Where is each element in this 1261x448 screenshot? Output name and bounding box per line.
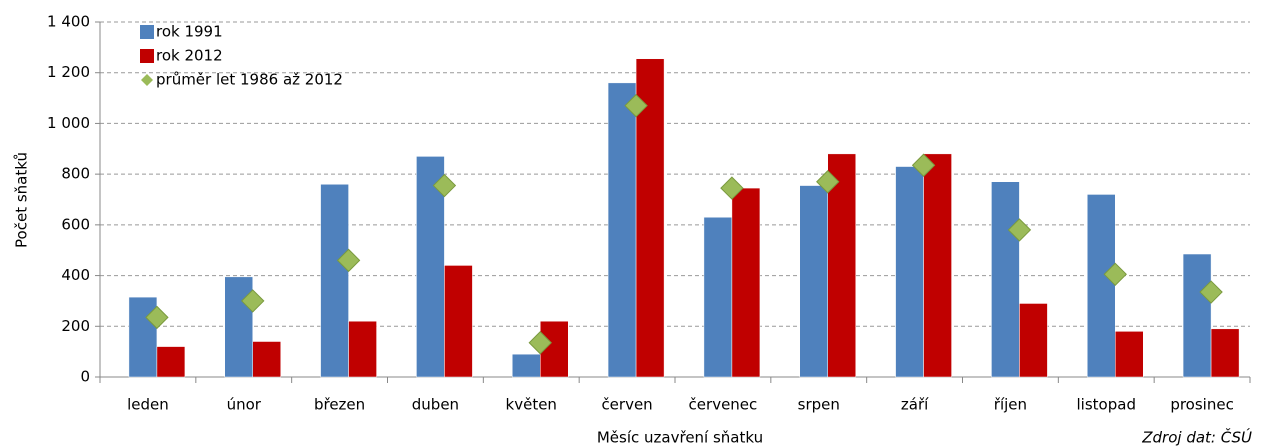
x-tick-label: prosinec bbox=[1170, 396, 1234, 414]
bar bbox=[416, 156, 445, 378]
y-tick-label: 1 000 bbox=[47, 114, 90, 132]
legend-label: průměr let 1986 až 2012 bbox=[156, 71, 343, 89]
bar bbox=[320, 184, 349, 378]
diamond-marker bbox=[145, 305, 169, 330]
bar bbox=[827, 153, 856, 378]
bar bbox=[128, 296, 158, 378]
source-note: Zdroj dat: ČSÚ bbox=[1141, 428, 1252, 447]
diamond-marker bbox=[241, 289, 265, 313]
y-tick-label: 0 bbox=[80, 368, 90, 386]
y-tick-label: 1 400 bbox=[47, 13, 90, 31]
legend-swatch bbox=[140, 25, 154, 39]
diamond-marker bbox=[432, 173, 457, 198]
bar bbox=[348, 320, 377, 378]
y-tick-label: 200 bbox=[61, 317, 90, 335]
bar bbox=[156, 346, 186, 378]
diamond-marker bbox=[720, 176, 744, 200]
x-tick-label: listopad bbox=[1077, 396, 1136, 414]
bar bbox=[444, 265, 473, 378]
bar bbox=[1210, 328, 1240, 378]
diamond-marker bbox=[1007, 218, 1032, 242]
bar bbox=[731, 187, 761, 378]
legend-swatch bbox=[140, 49, 154, 63]
y-tick-label: 600 bbox=[61, 215, 90, 233]
bar bbox=[895, 166, 924, 378]
x-tick-label: únor bbox=[227, 396, 262, 414]
bar bbox=[799, 185, 828, 378]
diamond-marker bbox=[816, 170, 840, 194]
bar bbox=[1115, 331, 1144, 378]
x-tick-label: duben bbox=[412, 396, 459, 414]
legend-swatch bbox=[141, 74, 153, 86]
y-tick-label: 400 bbox=[61, 266, 90, 284]
bar bbox=[1087, 194, 1116, 378]
diamond-marker bbox=[1103, 262, 1127, 287]
y-tick-label: 800 bbox=[61, 165, 90, 183]
diamond-marker bbox=[336, 248, 361, 273]
bar bbox=[703, 217, 733, 378]
x-tick-label: červen bbox=[601, 396, 652, 414]
x-tick-label: květen bbox=[506, 396, 557, 414]
bar bbox=[224, 276, 253, 378]
x-tick-label: srpen bbox=[798, 396, 840, 414]
x-tick-label: březen bbox=[314, 396, 365, 414]
bar bbox=[1182, 253, 1212, 378]
bar bbox=[607, 82, 637, 378]
diamond-marker bbox=[1199, 280, 1223, 304]
bar bbox=[512, 353, 541, 378]
diamond-marker bbox=[911, 153, 936, 177]
diamond-marker bbox=[528, 331, 552, 355]
bar bbox=[252, 341, 281, 378]
bar bbox=[923, 153, 952, 378]
legend-label: rok 2012 bbox=[156, 47, 223, 65]
legend-label: rok 1991 bbox=[156, 23, 223, 41]
x-tick-label: červenec bbox=[689, 396, 758, 414]
x-tick-label: leden bbox=[127, 396, 169, 414]
x-tick-label: září bbox=[901, 396, 929, 414]
x-tick-label: říjen bbox=[994, 396, 1027, 414]
bar bbox=[991, 181, 1020, 378]
x-axis-title: Měsíc uzavření sňatku bbox=[597, 429, 763, 447]
bar bbox=[1019, 303, 1048, 378]
y-tick-label: 1 200 bbox=[47, 63, 90, 81]
diamond-marker bbox=[624, 93, 648, 118]
y-axis-title: Počet sňatků bbox=[13, 152, 31, 248]
